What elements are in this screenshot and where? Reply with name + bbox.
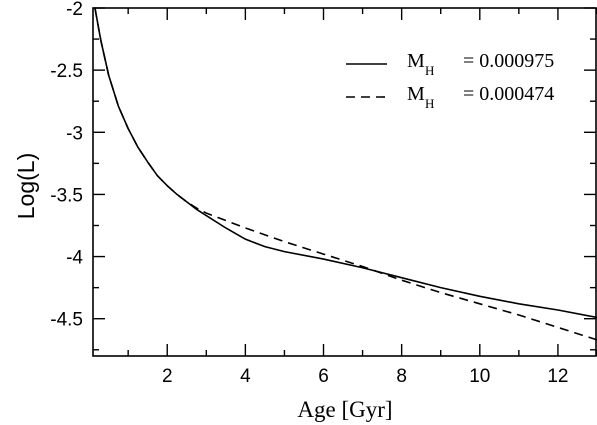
legend-label-symbol: M: [407, 50, 425, 72]
x-tick-label: 2: [162, 366, 173, 387]
y-tick-label: -4: [66, 248, 83, 269]
legend-label-value: = 0.000975: [463, 50, 554, 72]
plot-frame: [92, 7, 597, 357]
legend-label-value: = 0.000474: [463, 83, 554, 105]
ticks-layer: [93, 7, 597, 356]
x-tick-label: 10: [469, 366, 490, 387]
legend-label-symbol: M: [407, 83, 425, 105]
x-tick-label: 8: [396, 366, 407, 387]
y-tick-label: -3: [66, 123, 83, 144]
y-tick-label: -2.5: [50, 61, 83, 82]
series-line-dashed: [94, 8, 597, 341]
x-tick-label: 6: [318, 366, 329, 387]
x-axis-title: Age [Gyr]: [297, 397, 392, 422]
y-tick-label: -2: [66, 0, 83, 20]
labels-layer: 2 4 6 8 10 12 -2 -2.5 -3 -3.5 -4 -4.5: [50, 0, 568, 387]
legend-label-subscript: H: [425, 96, 434, 111]
x-tick-label: 4: [240, 366, 251, 387]
y-tick-label: -4.5: [50, 310, 83, 331]
y-tick-label: -3.5: [50, 185, 83, 206]
x-tick-label: 12: [547, 366, 568, 387]
series-layer: [94, 8, 597, 341]
y-axis-title: Log(L): [13, 153, 39, 219]
legend: M H = 0.000975 M H = 0.000474: [346, 50, 554, 111]
legend-label-subscript: H: [425, 63, 434, 78]
